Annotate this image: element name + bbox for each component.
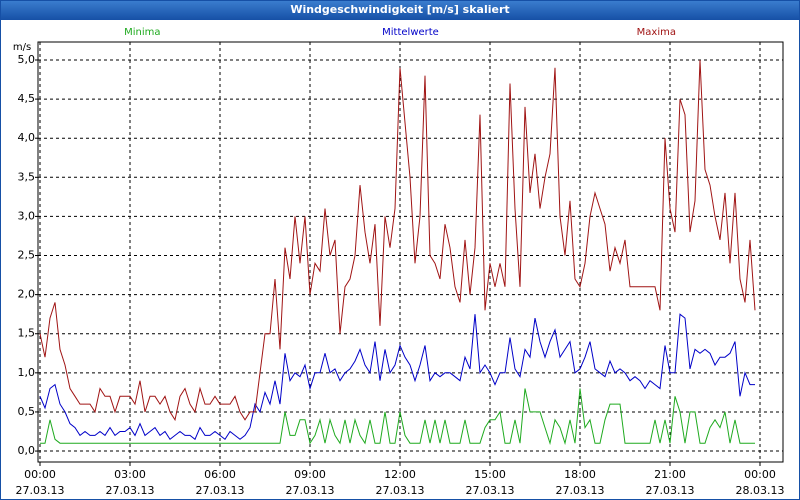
y-tick-label: 4,5 [18, 92, 36, 105]
x-tick-date: 28.03.13 [736, 484, 785, 497]
y-tick-label: 0,0 [18, 444, 36, 457]
x-tick-label: 00:00 [744, 468, 776, 481]
plot-frame [37, 41, 784, 463]
x-tick-date: 27.03.13 [556, 484, 605, 497]
x-tick-label: 09:00 [294, 468, 326, 481]
title-bar [0, 0, 800, 20]
window-title: Windgeschwindigkeit [m/s] skaliert [290, 3, 509, 16]
x-tick-date: 27.03.13 [196, 484, 245, 497]
y-tick-label: 5,0 [18, 53, 36, 66]
grid [35, 42, 783, 466]
x-tick-date: 27.03.13 [106, 484, 155, 497]
legend-label: Minima [124, 27, 160, 38]
x-tick-label: 15:00 [474, 468, 506, 481]
x-tick-label: 12:00 [384, 468, 416, 481]
y-tick-label: 0,5 [18, 405, 36, 418]
y-tick-label: 3,0 [18, 209, 36, 222]
x-tick-date: 27.03.13 [16, 484, 65, 497]
legend-label: Mittelwerte [382, 27, 439, 38]
x-tick-label: 03:00 [114, 468, 146, 481]
series-line [39, 59, 756, 422]
plot-lines [39, 59, 756, 446]
x-tick-date: 27.03.13 [466, 484, 515, 497]
legend-label: Maxima [637, 27, 676, 38]
x-tick-label: 18:00 [564, 468, 596, 481]
x-tick-label: 00:00 [24, 468, 56, 481]
y-tick-label: 2,0 [18, 288, 36, 301]
x-tick-label: 06:00 [204, 468, 236, 481]
y-tick-label: 3,5 [18, 170, 36, 183]
series-line [39, 313, 755, 441]
x-tick-date: 27.03.13 [646, 484, 695, 497]
x-tick-date: 27.03.13 [376, 484, 425, 497]
y-axis-unit: m/s [13, 42, 31, 53]
y-tick-label: 4,0 [18, 131, 36, 144]
x-tick-label: 21:00 [654, 468, 686, 481]
y-tick-label: 1,0 [18, 366, 36, 379]
series-line [40, 388, 755, 446]
x-tick-date: 27.03.13 [286, 484, 335, 497]
y-tick-label: 2,5 [18, 249, 36, 262]
y-tick-label: 1,5 [18, 327, 36, 340]
